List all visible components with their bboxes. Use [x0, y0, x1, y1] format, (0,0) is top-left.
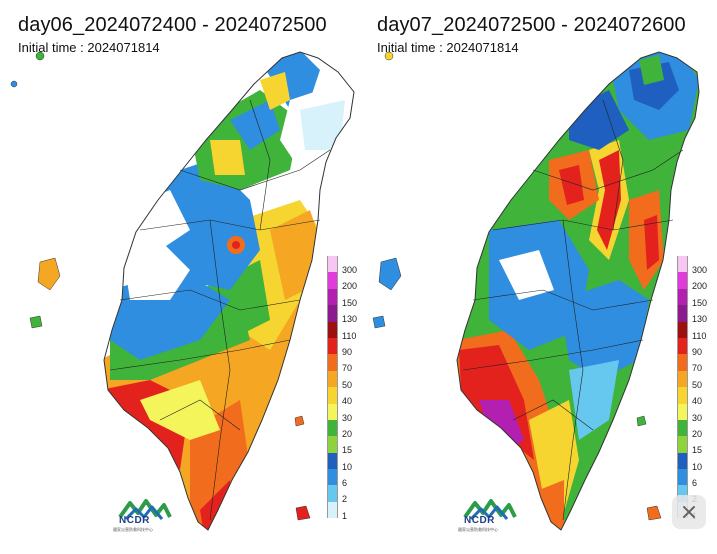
legend-label: 110 [692, 330, 707, 341]
legend-label: 30 [692, 412, 703, 423]
panel-title: day06_2024072400 - 2024072500 [18, 14, 327, 36]
legend-swatch [677, 305, 688, 322]
legend-label: 10 [342, 461, 353, 472]
rainfall-legend: 300 200 150 130 110 90 70 50 40 30 20 15… [677, 256, 717, 521]
legend-swatch [327, 288, 338, 306]
legend-swatch [677, 469, 688, 486]
legend-swatch [327, 501, 338, 519]
legend-label: 40 [692, 396, 703, 407]
legend-label: 6 [692, 478, 698, 489]
legend-label: 50 [342, 379, 353, 390]
logo-subtext: 國家災害防救科技中心 [113, 527, 153, 532]
legend-label: 150 [342, 297, 358, 308]
legend-label: 300 [692, 265, 708, 275]
ncdr-logo-icon [463, 499, 517, 521]
legend-swatch [327, 305, 338, 322]
legend-label: 90 [692, 346, 703, 357]
legend-label: 150 [692, 297, 708, 308]
legend-label: 15 [342, 445, 353, 456]
close-button[interactable] [672, 495, 706, 529]
legend-label: 20 [342, 428, 353, 439]
legend-label: 20 [692, 428, 703, 439]
legend-label: 130 [342, 314, 358, 325]
legend-swatch [677, 419, 688, 437]
legend-label: 110 [342, 330, 357, 341]
legend-label: 200 [342, 281, 358, 292]
legend-swatch [327, 337, 338, 355]
rainfall-map-day06 [10, 51, 355, 531]
legend-swatch [677, 337, 688, 355]
logo-text: NCDR [119, 515, 150, 526]
legend-swatch [677, 321, 688, 338]
legend-swatch [327, 419, 338, 437]
legend-swatch [327, 403, 338, 420]
ncdr-logo-icon [118, 499, 172, 521]
legend-label: 2 [342, 494, 348, 505]
legend-swatch [327, 485, 338, 502]
legend-swatch [677, 485, 688, 502]
logo-subtext: 國家災害防救科技中心 [458, 527, 498, 532]
legend-label: 30 [342, 412, 353, 423]
legend-label: 70 [692, 363, 703, 374]
legend-label: 6 [342, 478, 348, 489]
legend-swatch [677, 288, 688, 306]
map-panel-day06: day06_2024072400 - 2024072500 Initial ti… [0, 0, 358, 554]
panel-subtitle: Initial time : 2024071814 [377, 40, 519, 55]
legend-swatch [677, 370, 688, 388]
legend-swatch [327, 370, 338, 388]
legend-label: 90 [342, 346, 353, 357]
legend-label: 130 [692, 314, 708, 325]
legend-swatch [677, 403, 688, 420]
legend-swatch [677, 272, 688, 289]
close-icon [683, 506, 695, 518]
rainfall-map-day07 [372, 51, 700, 531]
legend-swatch [327, 452, 338, 470]
legend-swatch [327, 436, 338, 453]
legend-label: 1 [342, 510, 348, 521]
legend-swatch [677, 436, 688, 453]
legend-swatch [327, 387, 338, 404]
legend-label: 70 [342, 363, 353, 374]
legend-swatch [677, 354, 688, 371]
legend-label: 40 [342, 396, 353, 407]
legend-swatch [327, 272, 338, 289]
legend-swatch [677, 452, 688, 470]
legend-swatch [677, 387, 688, 404]
legend-label: 300 [342, 265, 358, 275]
legend-label: 200 [692, 281, 708, 292]
legend-label: 15 [692, 445, 703, 456]
logo-text: NCDR [464, 515, 495, 526]
map-panel-day07: day07_2024072500 - 2024072600 Initial ti… [359, 0, 717, 554]
legend-swatch [327, 354, 338, 371]
panel-subtitle: Initial time : 2024071814 [18, 40, 160, 55]
rainfall-legend: 300 200 150 130 110 90 70 50 40 30 20 15… [327, 256, 367, 521]
legend-label: 50 [692, 379, 703, 390]
panel-title: day07_2024072500 - 2024072600 [377, 14, 686, 36]
legend-swatch [327, 256, 338, 273]
legend-swatch [327, 321, 338, 338]
legend-label: 10 [692, 461, 703, 472]
legend-swatch [677, 256, 688, 273]
legend-swatch [327, 469, 338, 486]
